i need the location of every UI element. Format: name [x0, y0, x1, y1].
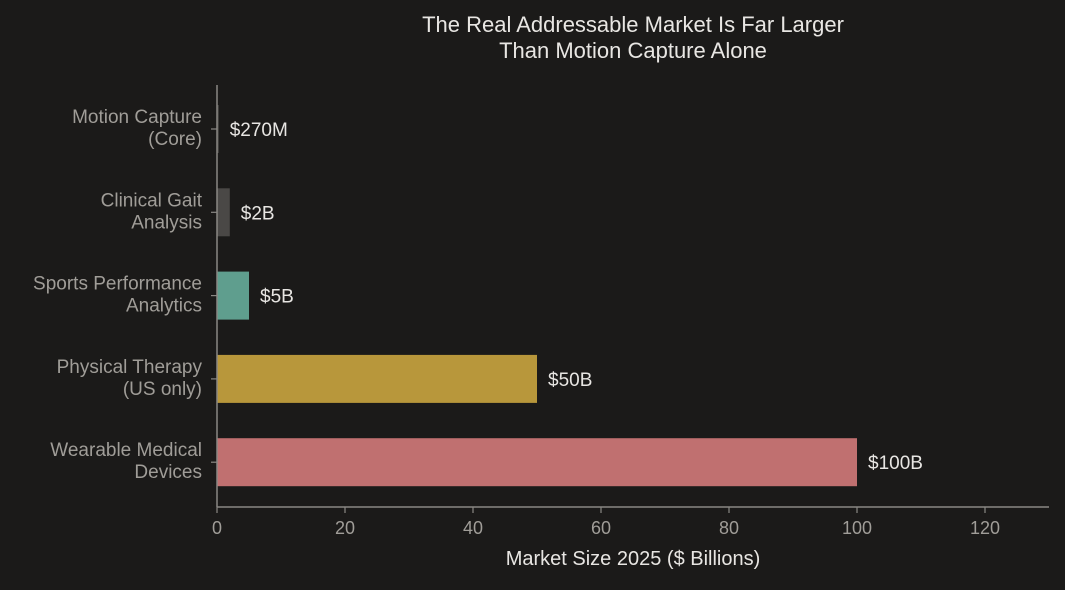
data-label: $5B: [260, 287, 294, 308]
y-tick-label: Clinical Gait: [101, 190, 203, 211]
data-label: $50B: [548, 370, 592, 391]
bar: [217, 188, 230, 237]
y-tick-label: Analysis: [131, 212, 202, 233]
bar: [217, 271, 249, 320]
x-tick-label: 20: [335, 518, 355, 538]
x-tick-label: 100: [842, 518, 872, 538]
bar: [217, 105, 219, 153]
x-axis-label: Market Size 2025 ($ Billions): [506, 548, 761, 570]
chart-title: Than Motion Capture Alone: [499, 38, 767, 63]
bar: [217, 354, 537, 403]
x-tick-label: 0: [212, 518, 222, 538]
y-tick-label: Analytics: [126, 296, 202, 317]
x-tick-label: 60: [591, 518, 611, 538]
x-tick-label: 120: [970, 518, 1000, 538]
y-tick-label: Physical Therapy: [57, 357, 203, 378]
y-tick-label: (US only): [123, 379, 202, 400]
bar: [217, 438, 857, 487]
data-label: $100B: [868, 453, 923, 474]
y-tick-label: Devices: [134, 462, 202, 483]
x-tick-label: 80: [719, 518, 739, 538]
y-tick-label: Sports Performance: [33, 274, 202, 295]
chart-title: The Real Addressable Market Is Far Large…: [422, 12, 844, 37]
y-tick-label: Wearable Medical: [50, 440, 202, 461]
data-label: $270M: [230, 120, 288, 141]
y-tick-label: (Core): [148, 129, 202, 150]
data-label: $2B: [241, 203, 275, 224]
x-tick-label: 40: [463, 518, 483, 538]
y-tick-label: Motion Capture: [72, 107, 202, 128]
